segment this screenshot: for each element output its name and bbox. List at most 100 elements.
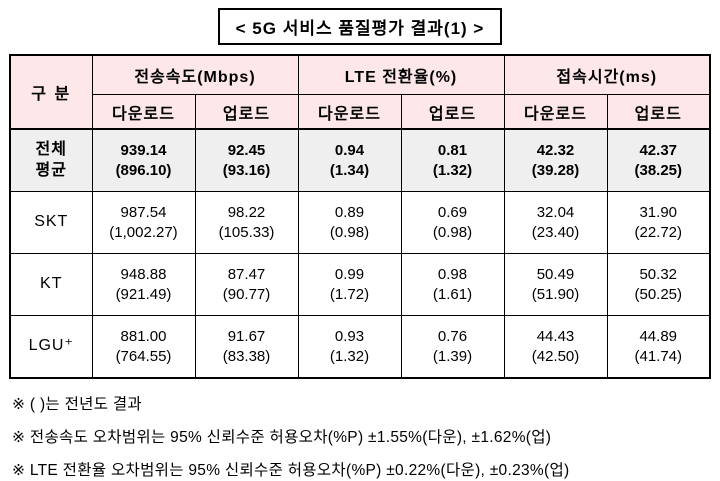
current-value: 0.99	[334, 265, 365, 283]
value-cell: 987.54 (1,002.27)	[91, 191, 196, 254]
current-value: 987.54	[120, 203, 167, 221]
value-cell: 0.76 (1.39)	[400, 315, 505, 379]
current-value: 0.93	[334, 327, 365, 345]
current-value: 0.76	[437, 327, 468, 345]
previous-value: (105.33)	[218, 223, 275, 241]
value-cell: 0.81 (1.32)	[400, 128, 505, 192]
subheader-speed-download: 다운로드	[91, 94, 196, 130]
table-row-kt: KT 948.88 (921.49) 87.47 (90.77) 0.99 (1…	[9, 253, 711, 316]
previous-value: (51.90)	[531, 285, 580, 303]
current-value: 0.81	[437, 141, 468, 159]
current-value: 44.43	[536, 327, 575, 345]
current-value: 50.32	[639, 265, 678, 283]
previous-value: (83.38)	[222, 347, 271, 365]
previous-value: (0.98)	[329, 223, 370, 241]
current-value: 42.32	[536, 141, 575, 159]
previous-value: (764.55)	[115, 347, 172, 365]
previous-value: (38.25)	[634, 161, 683, 179]
group-header-access-time: 접속시간(ms)	[503, 54, 711, 95]
previous-value: (50.25)	[634, 285, 683, 303]
group-header-row: 구 분 전송속도(Mbps) LTE 전환율(%) 접속시간(ms)	[9, 54, 711, 130]
table-row-lgu: LGU⁺ 881.00 (764.55) 91.67 (83.38) 0.93 …	[9, 315, 711, 379]
subheader-lte-download: 다운로드	[297, 94, 402, 130]
title-wrap: < 5G 서비스 품질평가 결과(1) >	[9, 8, 711, 45]
subheader-time-upload: 업로드	[606, 94, 711, 130]
value-cell: 98.22 (105.33)	[194, 191, 299, 254]
previous-value: (42.50)	[531, 347, 580, 365]
current-value: 0.94	[334, 141, 365, 159]
current-value: 42.37	[639, 141, 678, 159]
previous-value: (93.16)	[222, 161, 271, 179]
value-cell: 881.00 (764.55)	[91, 315, 196, 379]
current-value: 939.14	[120, 141, 167, 159]
current-value: 948.88	[120, 265, 167, 283]
previous-value: (1.32)	[329, 347, 370, 365]
group-header-lte-rate: LTE 전환율(%)	[297, 54, 505, 95]
current-value: 0.69	[437, 203, 468, 221]
previous-value: (22.72)	[634, 223, 683, 241]
corner-header: 구 분	[9, 54, 93, 130]
value-cell: 44.89 (41.74)	[606, 315, 711, 379]
row-label-lgu: LGU⁺	[9, 315, 93, 379]
value-cell: 92.45 (93.16)	[194, 128, 299, 192]
value-cell: 0.99 (1.72)	[297, 253, 402, 316]
value-cell: 0.98 (1.61)	[400, 253, 505, 316]
current-value: 32.04	[536, 203, 575, 221]
subheader-lte-upload: 업로드	[400, 94, 505, 130]
footnote-prev-year: ※ ( )는 전년도 결과	[12, 396, 142, 413]
value-cell: 0.69 (0.98)	[400, 191, 505, 254]
previous-value: (41.74)	[634, 347, 683, 365]
value-cell: 31.90 (22.72)	[606, 191, 711, 254]
subheader-speed-upload: 업로드	[194, 94, 299, 130]
row-label-average: 전체 평균	[9, 128, 93, 192]
previous-value: (0.98)	[432, 223, 473, 241]
value-cell: 50.49 (51.90)	[503, 253, 608, 316]
current-value: 91.67	[227, 327, 266, 345]
value-cell: 0.89 (0.98)	[297, 191, 402, 254]
current-value: 881.00	[120, 327, 167, 345]
value-cell: 42.32 (39.28)	[503, 128, 608, 192]
previous-value: (1.39)	[432, 347, 473, 365]
page-title: < 5G 서비스 품질평가 결과(1) >	[217, 8, 503, 45]
previous-value: (896.10)	[115, 161, 172, 179]
value-cell: 42.37 (38.25)	[606, 128, 711, 192]
value-cell: 44.43 (42.50)	[503, 315, 608, 379]
table-row-average: 전체 평균 939.14 (896.10) 92.45 (93.16) 0.94…	[9, 128, 711, 192]
previous-value: (1.72)	[329, 285, 370, 303]
value-cell: 948.88 (921.49)	[91, 253, 196, 316]
previous-value: (1.32)	[432, 161, 473, 179]
table-row-skt: SKT 987.54 (1,002.27) 98.22 (105.33) 0.8…	[9, 191, 711, 254]
previous-value: (921.49)	[115, 285, 172, 303]
value-cell: 32.04 (23.40)	[503, 191, 608, 254]
subheader-row: 다운로드 업로드 다운로드 업로드 다운로드 업로드	[10, 94, 711, 130]
current-value: 0.89	[334, 203, 365, 221]
previous-value: (1,002.27)	[109, 223, 178, 241]
previous-value: (1.61)	[432, 285, 473, 303]
value-cell: 0.94 (1.34)	[297, 128, 402, 192]
row-label-skt: SKT	[9, 191, 93, 254]
previous-value: (23.40)	[531, 223, 580, 241]
value-cell: 87.47 (90.77)	[194, 253, 299, 316]
current-value: 87.47	[227, 265, 266, 283]
value-cell: 0.93 (1.32)	[297, 315, 402, 379]
row-label-kt: KT	[9, 253, 93, 316]
current-value: 44.89	[639, 327, 678, 345]
group-header-speed: 전송속도(Mbps)	[91, 54, 299, 95]
footnote-speed-margin: ※ 전송속도 오차범위는 95% 신뢰수준 허용오차(%P) ±1.55%(다운…	[12, 429, 552, 446]
current-value: 92.45	[227, 141, 266, 159]
current-value: 0.98	[437, 265, 468, 283]
value-cell: 50.32 (50.25)	[606, 253, 711, 316]
current-value: 31.90	[639, 203, 678, 221]
value-cell: 939.14 (896.10)	[91, 128, 196, 192]
results-table: 구 분 전송속도(Mbps) LTE 전환율(%) 접속시간(ms) 다운로드 …	[9, 54, 711, 379]
previous-value: (90.77)	[222, 285, 271, 303]
subheader-time-download: 다운로드	[503, 94, 608, 130]
value-cell: 91.67 (83.38)	[194, 315, 299, 379]
previous-value: (1.34)	[329, 161, 370, 179]
footnotes: ※ ( )는 전년도 결과 ※ 전송속도 오차범위는 95% 신뢰수준 허용오차…	[9, 392, 711, 480]
current-value: 98.22	[227, 203, 266, 221]
current-value: 50.49	[536, 265, 575, 283]
footnote-lte-margin: ※ LTE 전환율 오차범위는 95% 신뢰수준 허용오차(%P) ±0.22%…	[12, 462, 570, 479]
previous-value: (39.28)	[531, 161, 580, 179]
